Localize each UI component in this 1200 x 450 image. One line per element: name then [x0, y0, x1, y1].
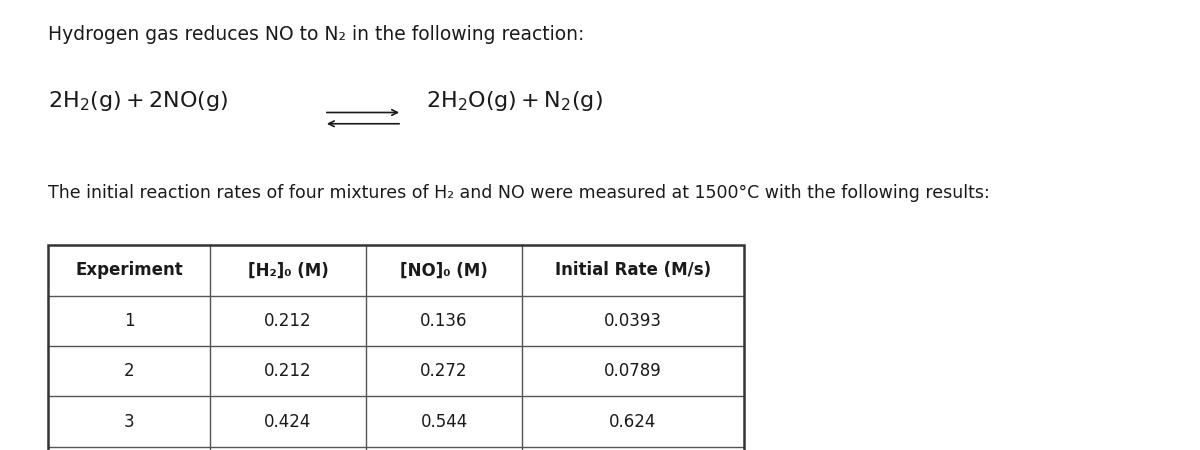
Text: 0.424: 0.424	[264, 413, 312, 431]
Text: 1: 1	[124, 312, 134, 330]
Text: Hydrogen gas reduces NO to N₂ in the following reaction:: Hydrogen gas reduces NO to N₂ in the fol…	[48, 25, 584, 44]
Text: Initial Rate (M/s): Initial Rate (M/s)	[554, 261, 712, 279]
Bar	[48, 245, 744, 450]
Text: 2: 2	[124, 362, 134, 380]
Text: The initial reaction rates of four mixtures of H₂ and NO were measured at 1500°C: The initial reaction rates of four mixtu…	[48, 184, 990, 202]
Text: 0.624: 0.624	[610, 413, 656, 431]
Text: 0.136: 0.136	[420, 312, 468, 330]
Text: 0.212: 0.212	[264, 312, 312, 330]
Text: 0.0393: 0.0393	[604, 312, 662, 330]
Text: [H₂]₀ (M): [H₂]₀ (M)	[247, 261, 329, 279]
Text: [NO]₀ (M): [NO]₀ (M)	[400, 261, 488, 279]
Text: $\mathregular{2H_2(g) + 2NO(g)}$: $\mathregular{2H_2(g) + 2NO(g)}$	[48, 89, 228, 113]
Text: 0.212: 0.212	[264, 362, 312, 380]
Text: 0.0789: 0.0789	[604, 362, 662, 380]
Text: $\mathregular{2H_2O(g) + N_2(g)}$: $\mathregular{2H_2O(g) + N_2(g)}$	[426, 89, 602, 113]
Text: Experiment: Experiment	[76, 261, 182, 279]
Text: 0.544: 0.544	[420, 413, 468, 431]
Text: 0.272: 0.272	[420, 362, 468, 380]
Text: 3: 3	[124, 413, 134, 431]
